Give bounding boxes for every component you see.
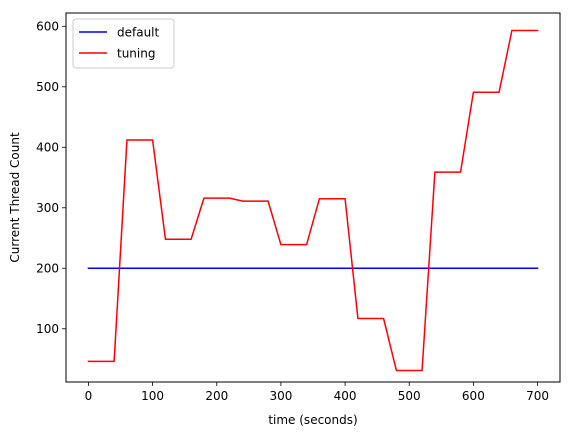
- y-axis-label: Current Thread Count: [8, 132, 22, 263]
- x-tick-label: 300: [269, 389, 292, 403]
- legend-label-tuning: tuning: [117, 46, 155, 60]
- y-tick-label: 100: [36, 322, 59, 336]
- x-tick-label: 100: [141, 389, 164, 403]
- x-tick-label: 0: [85, 389, 93, 403]
- series-layer: [87, 29, 539, 372]
- y-tick-label: 600: [36, 20, 59, 34]
- plot-background: [66, 13, 560, 382]
- x-tick-label: 600: [462, 389, 485, 403]
- y-tick-label: 300: [36, 201, 59, 215]
- y-tick-label: 400: [36, 141, 59, 155]
- legend-label-default: default: [117, 25, 160, 39]
- x-tick-label: 400: [334, 389, 357, 403]
- x-tick-label: 700: [526, 389, 549, 403]
- series-line-tuning: [87, 29, 539, 372]
- x-axis-ticks: 0 100 200 300 400 500 600 700: [85, 382, 549, 403]
- x-tick-label: 200: [205, 389, 228, 403]
- legend: default tuning: [72, 18, 175, 69]
- y-tick-label: 500: [36, 80, 59, 94]
- plot-frame: [65, 12, 561, 383]
- y-axis-ticks: 100 200 300 400 500 600: [36, 20, 66, 336]
- y-tick-label: 200: [36, 262, 59, 276]
- x-axis-label: time (seconds): [268, 413, 357, 427]
- x-tick-label: 500: [398, 389, 421, 403]
